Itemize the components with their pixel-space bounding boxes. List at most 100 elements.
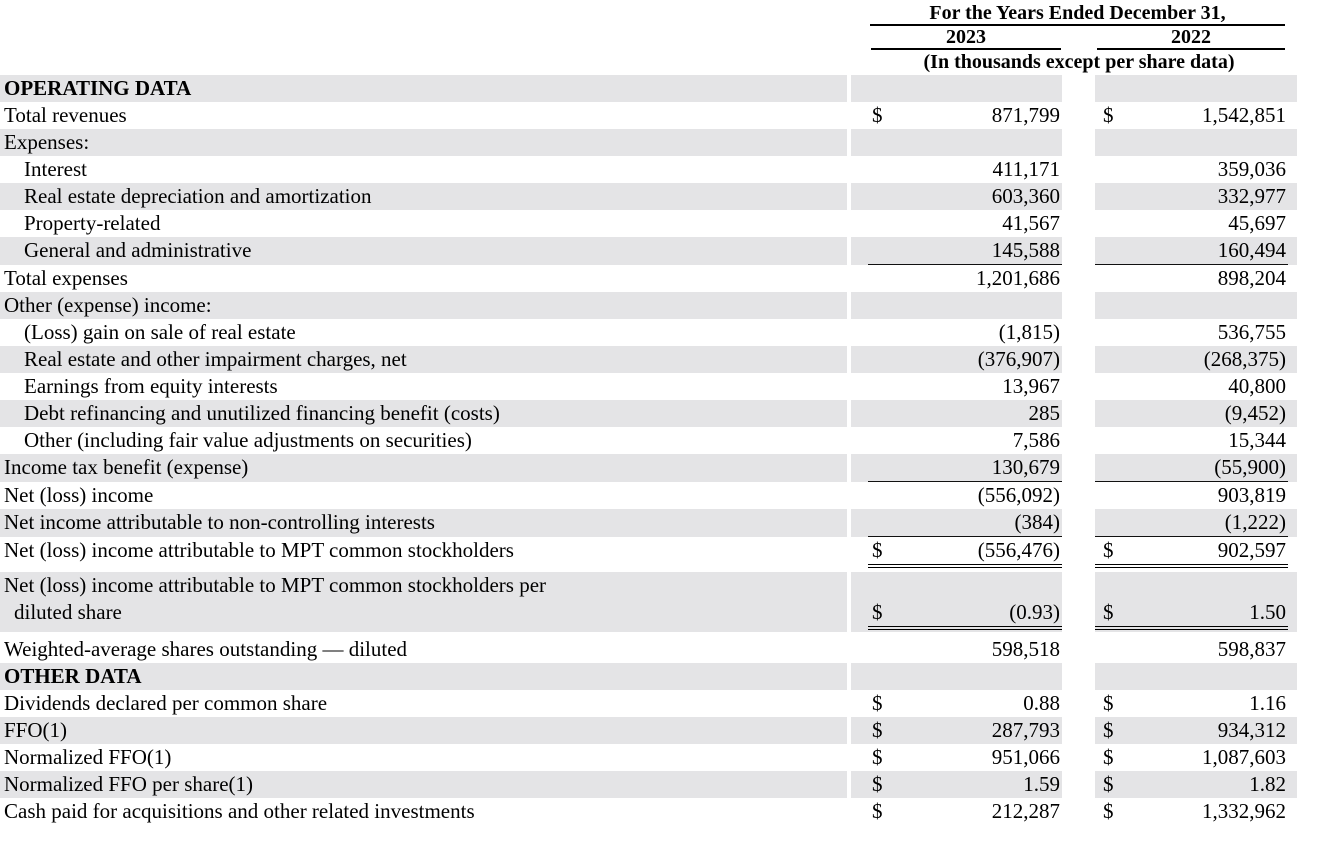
cell-2022: 40,800 bbox=[1095, 373, 1297, 400]
column-gap bbox=[1062, 744, 1095, 771]
section-title: OPERATING DATA bbox=[0, 75, 847, 102]
cell-2022: (268,375) bbox=[1095, 346, 1297, 373]
row-label: Weighted-average shares outstanding — di… bbox=[4, 637, 408, 661]
table-row-noncontrolling-interests: Net income attributable to non-controlli… bbox=[0, 509, 1332, 537]
cell-2023: 7,586 bbox=[851, 427, 1062, 454]
row-label: Income tax benefit (expense) bbox=[0, 454, 847, 482]
row-label: Other (expense) income: bbox=[0, 292, 847, 319]
table-header: For the Years Ended December 31, 2023 20… bbox=[0, 2, 1332, 73]
cell-2022: $902,597 bbox=[1095, 537, 1297, 568]
column-header-2022: 2022 bbox=[1097, 26, 1285, 50]
table-row-dividends-declared: Dividends declared per common share $0.8… bbox=[0, 690, 1332, 717]
table-body: OPERATING DATA Total revenues $871,799 $… bbox=[0, 75, 1332, 825]
right-margin bbox=[1297, 156, 1332, 183]
cell-2022 bbox=[1095, 292, 1297, 319]
column-gap bbox=[1062, 102, 1095, 129]
cell-2023: 598,518 bbox=[851, 636, 1062, 663]
cell-2022: 332,977 bbox=[1095, 183, 1297, 210]
dollar-sign: $ bbox=[872, 799, 883, 823]
value-2022: 15,344 bbox=[1228, 428, 1286, 452]
units-note-row: (In thousands except per share data) bbox=[0, 50, 1332, 73]
value-2022: 902,597 bbox=[1217, 538, 1286, 562]
table-row-equity-interests: Earnings from equity interests 13,967 40… bbox=[0, 373, 1332, 400]
table-row-property-related: Property-related 41,567 45,697 bbox=[0, 210, 1332, 237]
value-2022: 598,837 bbox=[1217, 637, 1286, 661]
value-2022: 903,819 bbox=[1217, 483, 1286, 507]
value-2022: 45,697 bbox=[1228, 211, 1286, 235]
row-label: Cash paid for acquisitions and other rel… bbox=[4, 799, 475, 823]
column-gap bbox=[1062, 210, 1095, 237]
value-2023: 1,201,686 bbox=[976, 266, 1060, 290]
cell-2023: (1,815) bbox=[851, 319, 1062, 346]
table-row-gain-on-sale: (Loss) gain on sale of real estate (1,81… bbox=[0, 319, 1332, 346]
cell-2023: 1,201,686 bbox=[851, 265, 1062, 292]
cell-2022: (55,900) bbox=[1095, 454, 1297, 482]
right-margin bbox=[1297, 690, 1332, 717]
cell-2023 bbox=[851, 663, 1062, 690]
dollar-sign: $ bbox=[1103, 718, 1114, 742]
dollar-sign: $ bbox=[872, 600, 883, 624]
right-margin bbox=[1297, 537, 1332, 568]
cell-2023 bbox=[851, 292, 1062, 319]
cell-2023: 41,567 bbox=[851, 210, 1062, 237]
value-2023: 7,586 bbox=[1012, 428, 1060, 452]
period-header: For the Years Ended December 31, bbox=[870, 2, 1285, 26]
cell-2023: 145,588 bbox=[851, 237, 1062, 265]
cell-2023: $1.59 bbox=[851, 771, 1062, 798]
value-2022: 1.82 bbox=[1249, 772, 1286, 796]
cell-2022: 45,697 bbox=[1095, 210, 1297, 237]
value-2022: 332,977 bbox=[1217, 184, 1286, 208]
row-label: Total revenues bbox=[4, 103, 127, 127]
right-margin bbox=[1297, 663, 1332, 690]
cell-2022: $1.82 bbox=[1095, 771, 1297, 798]
column-gap bbox=[1062, 292, 1095, 319]
cell-2023: $ (556,476) bbox=[851, 537, 1062, 568]
dollar-sign: $ bbox=[872, 745, 883, 769]
row-label: Real estate depreciation and amortizatio… bbox=[0, 183, 847, 210]
cell-2023: 285 bbox=[851, 400, 1062, 427]
table-row-general-admin: General and administrative 145,588 160,4… bbox=[0, 237, 1332, 265]
cell-2022: (1,222) bbox=[1095, 509, 1297, 537]
row-label: Total expenses bbox=[4, 266, 128, 290]
dollar-sign: $ bbox=[1103, 799, 1114, 823]
row-label: (Loss) gain on sale of real estate bbox=[24, 320, 296, 344]
section-title: OTHER DATA bbox=[0, 663, 847, 690]
table-row-impairment-charges: Real estate and other impairment charges… bbox=[0, 346, 1332, 373]
cell-2023 bbox=[851, 129, 1062, 156]
cell-2023: 603,360 bbox=[851, 183, 1062, 210]
row-label: Net income attributable to non-controlli… bbox=[0, 509, 847, 537]
dollar-sign: $ bbox=[1103, 103, 1114, 127]
column-gap bbox=[1062, 346, 1095, 373]
cell-2022 bbox=[1095, 129, 1297, 156]
row-label: Normalized FFO per share(1) bbox=[0, 771, 847, 798]
cell-2022: $1,332,962 bbox=[1095, 798, 1297, 825]
row-label: Normalized FFO(1) bbox=[4, 745, 172, 769]
right-margin bbox=[1297, 427, 1332, 454]
table-row-other-income-heading: Other (expense) income: bbox=[0, 292, 1332, 319]
cell-2022: 898,204 bbox=[1095, 265, 1297, 292]
column-gap bbox=[1062, 663, 1095, 690]
table-row-interest: Interest 411,171 359,036 bbox=[0, 156, 1332, 183]
dollar-sign: $ bbox=[872, 103, 883, 127]
table-row-weighted-average-shares: Weighted-average shares outstanding — di… bbox=[0, 636, 1332, 663]
cell-2023: (556,092) bbox=[851, 482, 1062, 509]
right-margin bbox=[1297, 798, 1332, 825]
column-gap bbox=[1062, 319, 1095, 346]
value-2023: 1.59 bbox=[1023, 772, 1060, 796]
column-gap bbox=[1062, 572, 1095, 632]
value-2023: 598,518 bbox=[991, 637, 1060, 661]
section-row-operating-data: OPERATING DATA bbox=[0, 75, 1332, 102]
cell-2022: 598,837 bbox=[1095, 636, 1297, 663]
dollar-sign: $ bbox=[872, 691, 883, 715]
table-row-normalized-ffo: Normalized FFO(1) $951,066 $1,087,603 bbox=[0, 744, 1332, 771]
value-2022: 1.50 bbox=[1249, 600, 1286, 624]
right-margin bbox=[1297, 744, 1332, 771]
right-margin bbox=[1297, 265, 1332, 292]
row-label: FFO(1) bbox=[0, 717, 847, 744]
column-gap bbox=[1062, 717, 1095, 744]
right-margin bbox=[1297, 771, 1332, 798]
value-2023: 212,287 bbox=[991, 799, 1060, 823]
table-row-debt-refinancing: Debt refinancing and unutilized financin… bbox=[0, 400, 1332, 427]
cell-2023: $287,793 bbox=[851, 717, 1062, 744]
